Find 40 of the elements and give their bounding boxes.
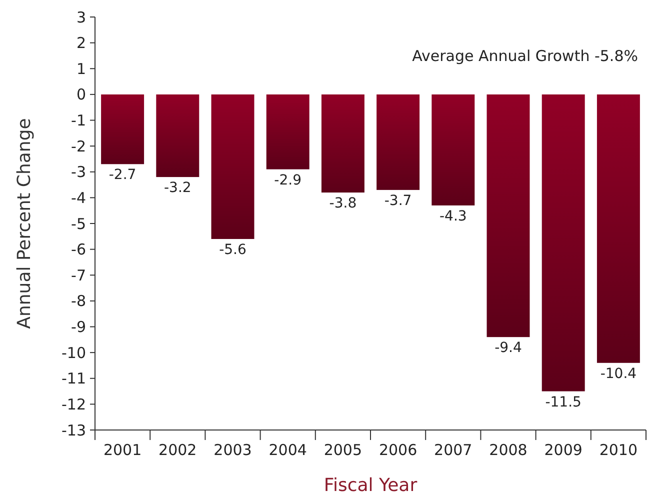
data-label: -5.6 <box>219 242 246 258</box>
x-tick-label: 2004 <box>268 441 307 459</box>
x-tick-label: 2009 <box>544 441 582 459</box>
data-label: -10.4 <box>600 366 637 382</box>
y-tick-label: -7 <box>71 266 86 284</box>
y-tick-label: 1 <box>76 60 86 78</box>
y-tick-label: -6 <box>71 240 86 259</box>
x-axis-title: Fiscal Year <box>324 475 418 496</box>
y-tick-label: -3 <box>71 163 86 182</box>
y-tick-label: -4 <box>71 188 86 207</box>
x-tick-label: 2001 <box>103 441 142 459</box>
data-label: -4.3 <box>439 208 467 224</box>
y-tick-label: -1 <box>71 112 86 130</box>
y-tick-label: 0 <box>76 86 86 104</box>
x-tick-label: 2006 <box>378 441 418 459</box>
x-tick-label: 2008 <box>489 441 528 459</box>
y-tick-label: -12 <box>62 395 86 414</box>
annotation: Average Annual Growth -5.8% <box>412 46 638 65</box>
y-tick-label: 2 <box>76 34 86 52</box>
y-tick-label: -5 <box>71 214 86 233</box>
y-tick-label: -13 <box>62 421 86 440</box>
data-label: -2.9 <box>274 172 302 188</box>
y-tick-label: -8 <box>71 292 86 310</box>
x-tick-label: 2003 <box>214 441 252 459</box>
y-tick-label: -10 <box>62 344 86 362</box>
x-tick-label: 2010 <box>599 441 638 459</box>
y-tick-label: 3 <box>76 8 86 26</box>
data-label: -3.2 <box>164 180 192 196</box>
y-tick-label: -11 <box>62 370 86 388</box>
x-tick-label: 2002 <box>158 441 197 459</box>
x-tick-label: 2007 <box>434 441 472 459</box>
data-label: -2.7 <box>108 167 136 184</box>
y-tick-label: -2 <box>71 137 86 156</box>
data-label: -9.4 <box>494 340 522 356</box>
y-axis-title: Annual Percent Change <box>14 118 35 329</box>
data-label: -11.5 <box>545 394 582 410</box>
x-tick-label: 2005 <box>324 441 362 459</box>
data-label: -3.8 <box>329 196 357 212</box>
y-tick-label: -9 <box>71 318 86 336</box>
data-label: -3.7 <box>384 192 412 209</box>
